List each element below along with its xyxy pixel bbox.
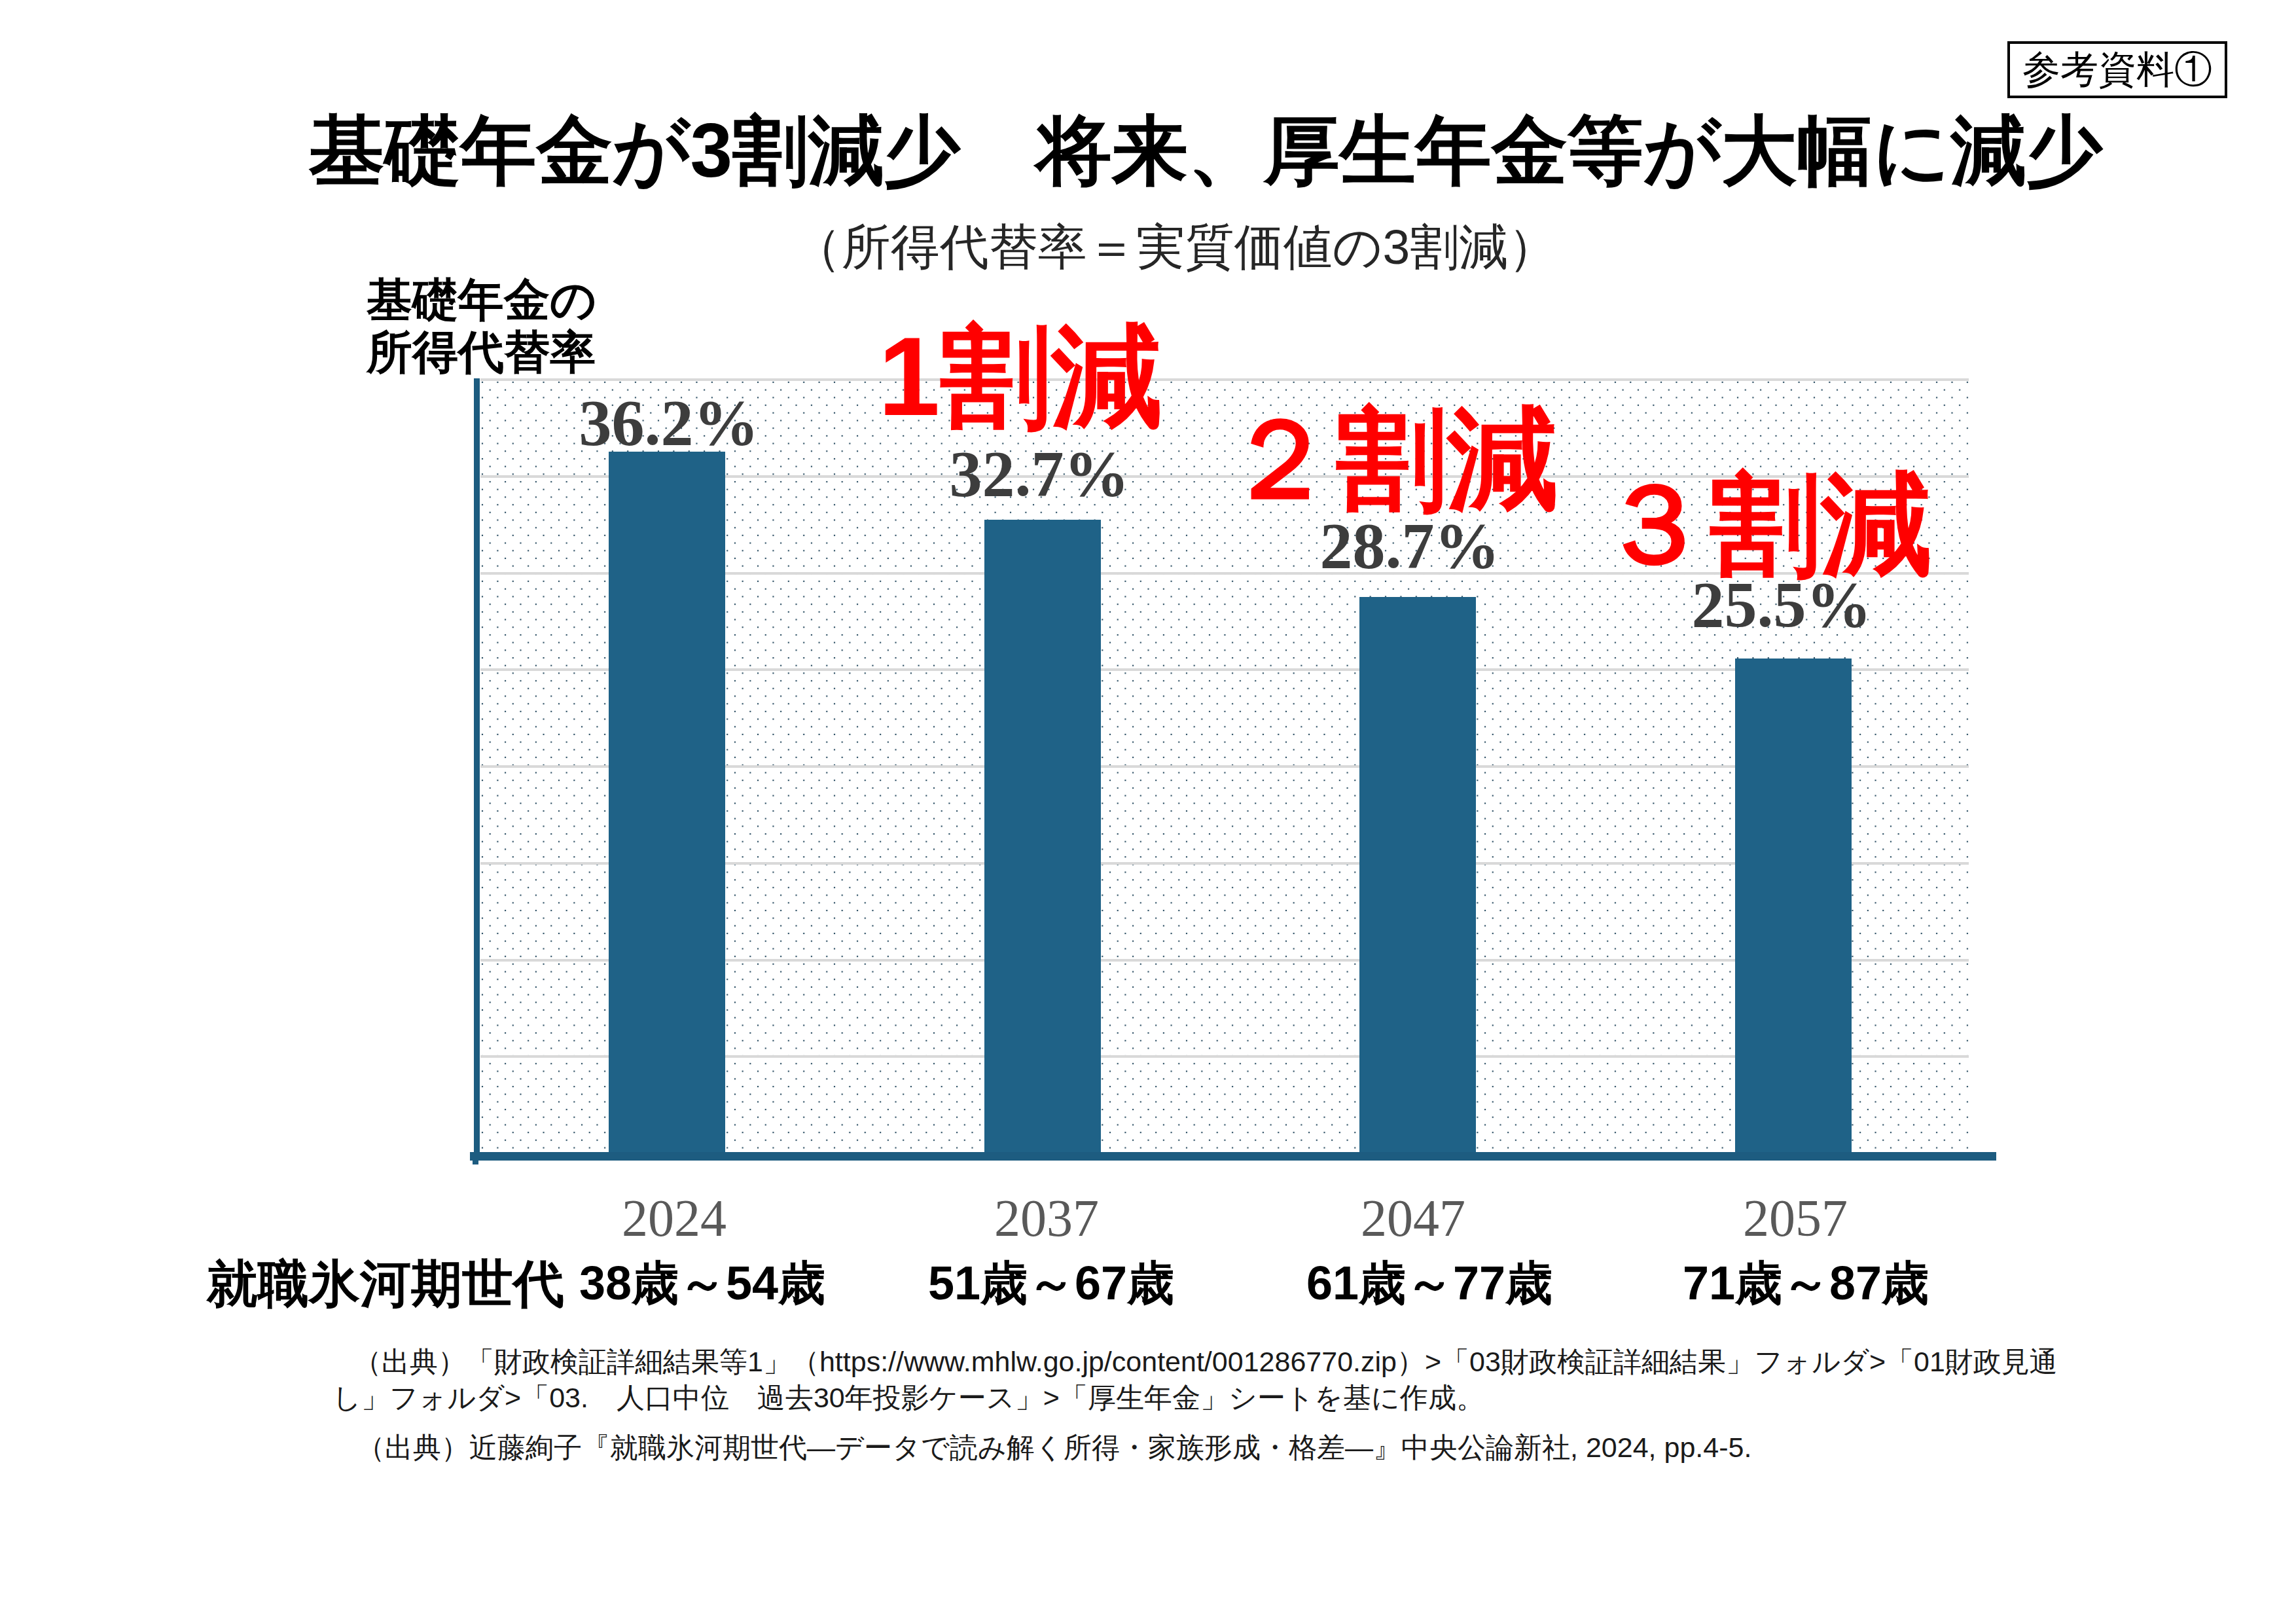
bar-2037 — [984, 520, 1101, 1152]
age-label-2037: 51歳～67歳 — [928, 1259, 1174, 1307]
age-label-2047: 61歳～77歳 — [1306, 1259, 1552, 1307]
source-line-2: し」フォルダ>「03. 人口中位 過去30年投影ケース」>「厚生年金」シートを基… — [332, 1384, 1484, 1412]
generation-label: 就職氷河期世代 — [207, 1258, 564, 1309]
value-label-2024: 36.2% — [579, 390, 759, 456]
bar-2047 — [1359, 597, 1476, 1152]
year-label-2037: 2037 — [994, 1192, 1099, 1244]
bar-2057 — [1735, 659, 1852, 1152]
reference-label-box: 参考資料① — [2007, 41, 2227, 98]
year-label-2057: 2057 — [1743, 1192, 1848, 1244]
x-axis-tick — [473, 1161, 478, 1164]
source-line-3: （出典）近藤絢子『就職氷河期世代―データで読み解く所得・家族形成・格差―』中央公… — [357, 1434, 1751, 1462]
reduction-label-2037: 1割減 — [878, 321, 1163, 432]
y-axis-label: 基礎年金の 所得代替率 — [367, 274, 597, 378]
slide: 参考資料① 基礎年金が3割減少 将来、厚生年金等が大幅に減少 （所得代替率＝実質… — [0, 0, 2296, 1624]
y-axis-line — [474, 378, 480, 1152]
age-label-2024: 38歳～54歳 — [579, 1259, 825, 1307]
reduction-label-2047: ２割減 — [1225, 403, 1558, 514]
x-axis-line — [470, 1152, 1996, 1161]
reduction-label-2057: ３割減 — [1598, 469, 1932, 580]
source-line-1: （出典）「財政検証詳細結果等1」（https://www.mhlw.go.jp/… — [353, 1348, 2058, 1376]
year-label-2047: 2047 — [1361, 1192, 1465, 1244]
y-axis-label-line2: 所得代替率 — [367, 326, 597, 378]
year-label-2024: 2024 — [622, 1192, 726, 1244]
bar-2024 — [609, 452, 725, 1152]
page-title: 基礎年金が3割減少 将来、厚生年金等が大幅に減少 — [309, 111, 2103, 191]
value-label-2047: 28.7% — [1320, 513, 1500, 579]
value-label-2037: 32.7% — [950, 441, 1130, 507]
reference-label: 参考資料① — [2022, 45, 2212, 96]
page-subtitle: （所得代替率＝実質価値の3割減） — [793, 221, 1557, 273]
y-axis-label-line1: 基礎年金の — [367, 274, 597, 326]
gridline — [480, 378, 1969, 381]
age-label-2057: 71歳～87歳 — [1683, 1259, 1929, 1307]
